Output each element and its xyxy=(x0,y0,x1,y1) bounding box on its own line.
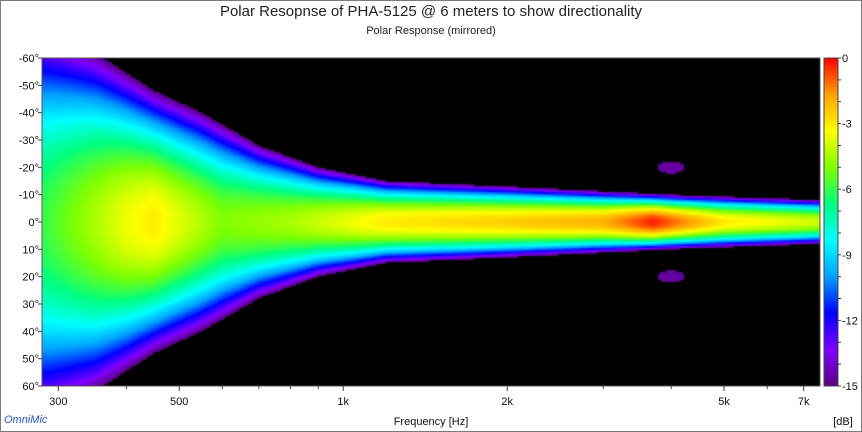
y-tick-label: 0° xyxy=(28,217,39,229)
colorbar-tick-label: -9 xyxy=(842,250,852,262)
heatmap-image xyxy=(42,58,820,386)
y-tick-label: -10° xyxy=(19,190,39,202)
x-tick-label: 5k xyxy=(718,396,730,408)
colorbar xyxy=(823,57,839,387)
y-tick-label: -30° xyxy=(19,135,39,147)
colorbar-tick-label: -15 xyxy=(842,381,858,393)
x-tick-label: 1k xyxy=(337,396,349,408)
y-axis: -60° -50° -40° -30° -20° -10° 0° 10° 20° 30° 40° 50… xyxy=(19,53,42,393)
y-tick-label: 60° xyxy=(22,381,39,393)
colorbar-tick-label: -3 xyxy=(842,119,852,131)
x-tick-label: 500 xyxy=(170,396,188,408)
chart-title: Polar Resopnse of PHA-5125 @ 6 meters to… xyxy=(219,3,643,20)
colorbar-axis: 0 -3 -6 -9 -12 -15 xyxy=(838,53,858,393)
x-tick-label: 2k xyxy=(501,396,513,408)
y-tick-label: 50° xyxy=(22,354,39,366)
colorbar-tick-label: -12 xyxy=(842,315,858,327)
y-tick-label: -50° xyxy=(19,80,39,92)
x-axis-label: Frequency [Hz] xyxy=(394,416,469,428)
brand-label: OmniMic xyxy=(4,414,48,426)
x-axis: 300 500 1k 2k 5k 7k xyxy=(49,386,810,408)
y-tick-label: 10° xyxy=(22,244,39,256)
y-tick-label: 40° xyxy=(22,326,39,338)
y-tick-label: 20° xyxy=(22,272,39,284)
colorbar-unit-label: [dB] xyxy=(833,416,853,428)
chart-subtitle: Polar Response (mirrored) xyxy=(366,25,496,37)
y-tick-label: -60° xyxy=(19,53,39,65)
y-tick-label: -20° xyxy=(19,162,39,174)
y-tick-label: -40° xyxy=(19,108,39,120)
x-tick-label: 300 xyxy=(49,396,67,408)
colorbar-tick-label: -6 xyxy=(842,184,852,196)
colorbar-tick-label: 0 xyxy=(842,53,848,65)
y-tick-label: 30° xyxy=(22,299,39,311)
x-tick-label: 7k xyxy=(798,396,810,408)
